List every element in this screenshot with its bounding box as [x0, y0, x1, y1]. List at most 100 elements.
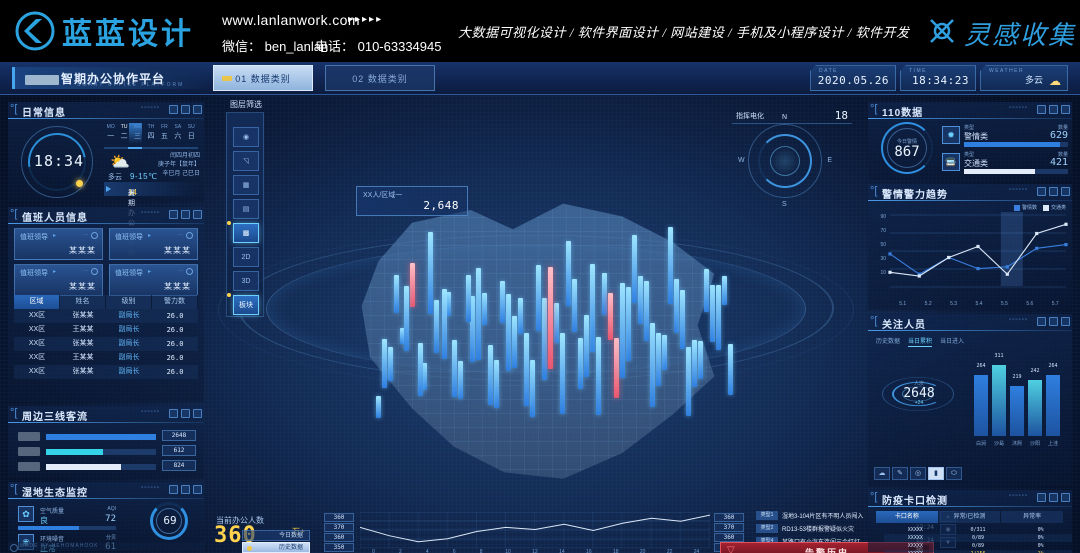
minimize-icon[interactable] [169, 105, 178, 114]
ellipse-icon[interactable]: ⬭ [946, 467, 962, 480]
maximize-icon[interactable] [181, 105, 190, 114]
close-icon[interactable] [186, 268, 193, 275]
minimize-icon[interactable] [169, 409, 178, 418]
focus-icon-row[interactable]: ☁ ✎ ◎ ▮ ⬭ [874, 467, 966, 480]
expand-icon[interactable] [1061, 105, 1070, 114]
layer-button-热力[interactable]: ▩ [227, 221, 259, 243]
layer-button-定位[interactable]: ◉ [233, 127, 259, 147]
duty-col-0[interactable]: 区域 [14, 295, 60, 309]
duty-leader-card[interactable]: 值班领导 ▸ ··· 某某某 [109, 228, 198, 260]
layer-button-2D[interactable]: 2D [233, 247, 259, 267]
minimize-icon[interactable] [169, 210, 178, 219]
compass-widget[interactable]: N S W E [738, 114, 832, 208]
kk-col-0[interactable]: 卡口名称 [876, 511, 939, 523]
weekday-row-cn: 一二三四五六日 [104, 130, 198, 141]
maximize-icon[interactable] [181, 210, 190, 219]
map-bar [388, 346, 393, 381]
date-widget: DATE 2020.05.26 [810, 65, 896, 91]
expand-icon[interactable] [193, 105, 202, 114]
expand-icon[interactable] [193, 485, 202, 494]
table-row[interactable]: XX区 张某某 副局长 26.0 [14, 365, 198, 379]
close-icon[interactable] [91, 268, 98, 275]
weekday-cn-1[interactable]: 二 [120, 133, 128, 140]
close-icon[interactable] [91, 232, 98, 239]
btn-today-data[interactable]: 今日数据 [242, 530, 310, 541]
layer-button-楼宇[interactable]: ▦ [233, 175, 259, 195]
table-row[interactable]: XXXXX2/1561% [884, 550, 1072, 553]
minimize-icon[interactable] [1037, 187, 1046, 196]
map-bar [554, 303, 559, 343]
duty-leader-card[interactable]: 值班领导 ▸ ··· 某某某 [14, 228, 103, 260]
focus-bar: 242 沙阳 [1028, 368, 1042, 447]
maximize-icon[interactable] [1049, 187, 1058, 196]
map-bar [500, 281, 505, 323]
close-icon[interactable] [186, 232, 193, 239]
focus-tab-0[interactable]: 历史数据 [876, 339, 901, 345]
focus-tabs[interactable]: 历史数据 当日累积 当日进入 [876, 336, 972, 347]
duty-col-1[interactable]: 姓名 [60, 295, 106, 309]
table-row[interactable]: XX区 王某某 副局长 26.0 [14, 323, 198, 337]
maximize-icon[interactable] [1049, 105, 1058, 114]
table-row[interactable]: XX区 王某某 副局长 26.0 [14, 351, 198, 365]
minimize-icon[interactable] [1037, 317, 1046, 326]
weekday-cn-6[interactable]: 日 [187, 133, 195, 140]
minimize-icon[interactable] [1037, 493, 1046, 502]
map-bar [542, 297, 547, 380]
layer-button-路网[interactable]: ◹ [233, 151, 259, 171]
table-row[interactable]: XX区 张某某 副局长 26.0 [14, 309, 198, 323]
map-stage[interactable]: XX人/区域一 2,648 图层筛选 ◉ ◹ ▦ ▤ ▩ 2D 3D 板块 指挥电化 18 N… [208, 98, 864, 553]
expand-icon[interactable] [1061, 493, 1070, 502]
compass-west: W [738, 157, 745, 164]
map-bar [494, 359, 499, 408]
table-row[interactable]: XXXXX 0/89 0% [884, 534, 1072, 542]
layer-button-网格[interactable]: ▤ [233, 199, 259, 219]
pen-icon[interactable]: ✎ [892, 467, 908, 480]
cloud-icon[interactable]: ☁ [874, 467, 890, 480]
expand-icon[interactable] [1061, 187, 1070, 196]
duty-col-3[interactable]: 警力数 [152, 295, 198, 309]
focus-tab-1[interactable]: 当日累积 [908, 339, 933, 347]
kk-col-1[interactable]: 异常/已检测 [938, 511, 1002, 523]
expand-icon[interactable] [1061, 317, 1070, 326]
date-value: 2020.05.26 [817, 74, 889, 87]
map-bar [650, 323, 655, 407]
weekday-cn-4[interactable]: 五 [160, 133, 168, 140]
layer-button-3D[interactable]: 3D [233, 271, 259, 291]
radar-title: 指挥电化 [736, 113, 764, 120]
x-tick-12: 24 [693, 549, 700, 553]
table-row[interactable]: XXXXX 0/89 0% [884, 542, 1072, 550]
brand-name: 蓝蓝设计 [62, 18, 194, 51]
duty-leader-card[interactable]: 值班领导 ▸ ··· 某某某 [14, 264, 103, 296]
expand-icon[interactable] [193, 210, 202, 219]
btn-history-data[interactable]: 历史数据 [242, 542, 310, 553]
maximize-icon[interactable] [181, 485, 190, 494]
minimize-icon[interactable] [169, 485, 178, 494]
cell-abnormal-ratio: 0/311 [970, 527, 986, 533]
table-row[interactable]: XX区 张某某 副局长 26.0 [14, 337, 198, 351]
kk-col-2[interactable]: 异常率 [1001, 511, 1065, 523]
layer-button-板块[interactable]: 板块 [227, 293, 259, 315]
maximize-icon[interactable] [1049, 493, 1058, 502]
duty-leader-card[interactable]: 值班领导 ▸ ··· 某某某 [109, 264, 198, 296]
panel-title: 日常信息 [22, 108, 66, 119]
minimize-icon[interactable] [1037, 105, 1046, 114]
weekday-cn-0[interactable]: 一 [107, 133, 115, 140]
layer-filter-panel[interactable]: 图层筛选 ◉ ◹ ▦ ▤ ▩ 2D 3D 板块 [226, 100, 264, 317]
maximize-icon[interactable] [1049, 317, 1058, 326]
focus-tab-2[interactable]: 当日进入 [940, 339, 965, 345]
person-icon[interactable]: ▮ [928, 467, 944, 480]
weekday-cn-3[interactable]: 四 [147, 133, 155, 140]
expand-icon[interactable] [193, 409, 202, 418]
panel-header: °[ 110数据 ▫▫▫▫▫▫ [868, 102, 1072, 119]
target-icon[interactable]: ◎ [910, 467, 926, 480]
table-row[interactable]: XXXXX 0/311 0% [884, 526, 1072, 534]
cell-name: 张某某 [72, 312, 94, 319]
maximize-icon[interactable] [181, 409, 190, 418]
weekday-cn-5[interactable]: 六 [174, 133, 182, 140]
header-underline [868, 506, 1072, 507]
duty-col-2[interactable]: 级别 [106, 295, 152, 309]
phone-contact: 电话： 010-63334945 [315, 39, 442, 54]
tab-data-category-01[interactable]: 01 数据类别 [213, 65, 313, 91]
tab-data-category-02[interactable]: 02 数据类别 [325, 65, 435, 91]
tab-01-label: 01 数据类别 [235, 73, 291, 84]
